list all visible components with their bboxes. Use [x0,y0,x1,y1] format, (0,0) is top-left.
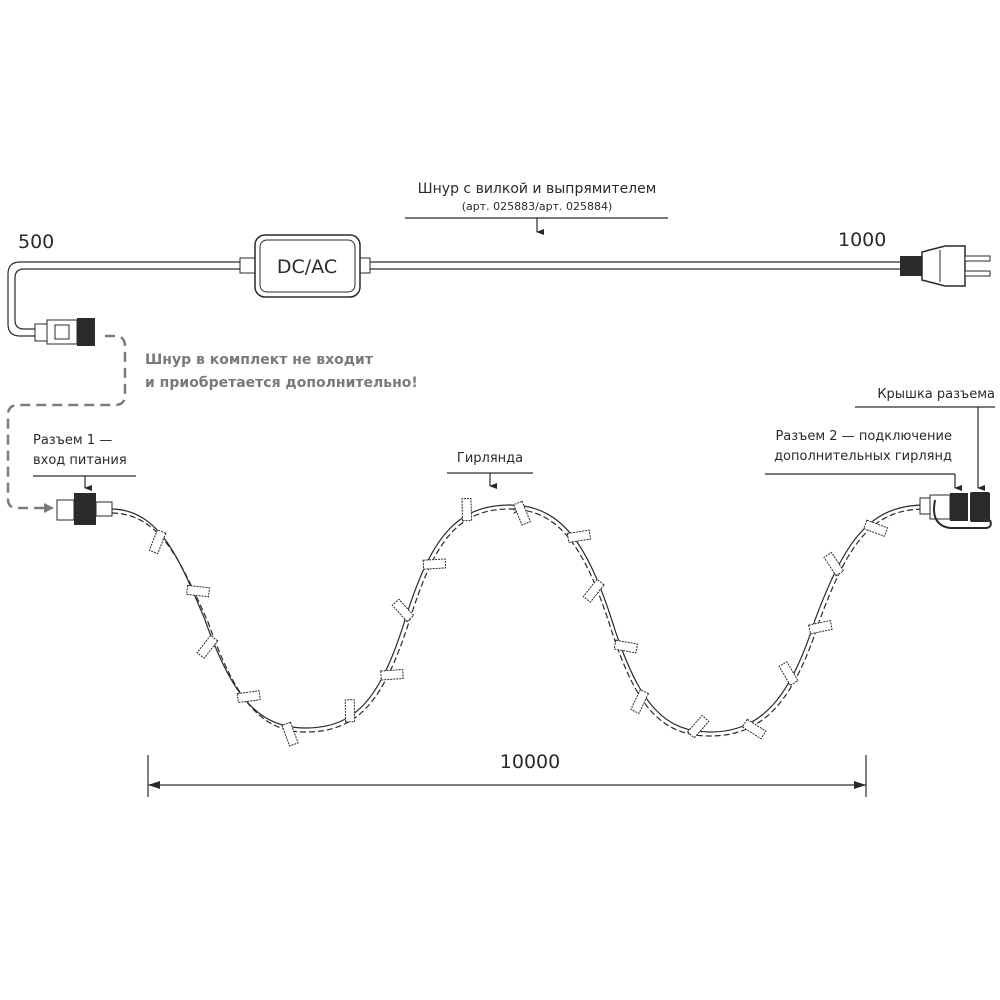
led-bulb-icon [741,718,767,740]
dc-ac-label: DC/AC [277,256,337,278]
length-1000: 1000 [838,229,886,251]
led-bulb-icon [778,661,799,686]
connector-2-icon [919,493,968,521]
cord-article: (арт. 025883/арт. 025884) [462,200,613,213]
note-line-2: и приобретается дополнительно! [145,375,418,391]
dimension-value: 10000 [500,751,560,773]
connector2-label-1: Разъем 2 — подключение [775,429,952,444]
plug-icon [900,245,991,287]
led-bulb-icon [823,551,845,577]
cord-connector-icon [34,318,95,346]
connector1-label-2: вход питания [33,453,127,468]
cap-label: Крышка разъема [877,387,995,402]
led-bulb-icon [630,689,650,715]
power-cord: DC/AC 500 1000 Шнур с вилкой и выпрямите… [7,181,991,346]
garland-label: Гирлянда [457,451,523,466]
led-bulb-icon [422,558,447,570]
led-bulb-icon [391,598,415,623]
led-bulb-icon [186,584,211,598]
led-bulb-icon [461,497,473,522]
led-bulb-icon [863,519,889,537]
dc-ac-converter: DC/AC [239,234,371,298]
led-bulb-icon [281,721,299,747]
connector1-label-1: Разъем 1 — [33,433,112,448]
led-bulb-icon [148,529,167,555]
led-bulb-icon [196,634,219,659]
connector2-label-2: дополнительных гирлянд [774,449,952,464]
connector-1-icon [56,493,113,525]
led-bulb-icon [236,690,261,704]
led-bulb-icon [582,578,605,603]
led-bulb-icon [566,529,592,543]
dashed-arrow-icon [44,503,54,513]
dimension-line: 10000 [147,751,867,797]
note-line-1: Шнур в комплект не входит [145,352,374,368]
led-bulb-icon [380,668,404,681]
led-bulb-icon [808,619,833,635]
cord-title: Шнур с вилкой и выпрямителем [418,181,657,197]
led-bulb-icon [686,714,710,739]
optional-cord-dashed-line [6,334,127,510]
connector-cap-icon [933,492,992,529]
led-bulb-icon [613,639,639,654]
length-500: 500 [18,231,54,253]
led-bulb-icon [344,699,356,723]
garland: ≈ [111,497,926,747]
